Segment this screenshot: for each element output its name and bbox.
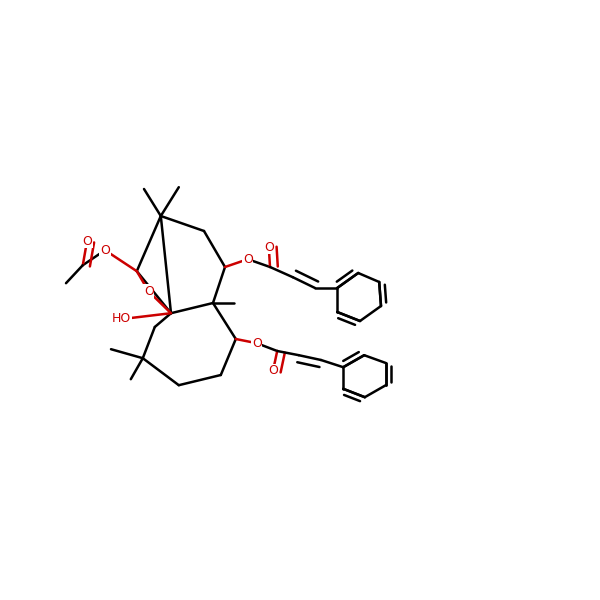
Text: O: O	[268, 364, 278, 377]
Text: O: O	[82, 235, 92, 248]
Text: O: O	[264, 241, 274, 254]
Text: HO: HO	[112, 311, 131, 325]
Text: O: O	[243, 253, 253, 266]
Text: O: O	[100, 244, 110, 257]
Text: O: O	[144, 285, 154, 298]
Text: O: O	[252, 337, 262, 350]
